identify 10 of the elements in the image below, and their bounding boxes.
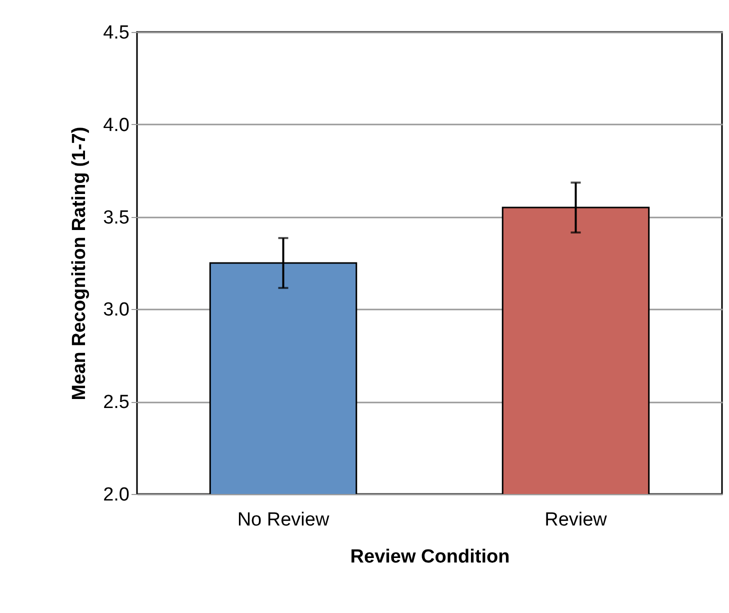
y-tick-label: 3.0 [103, 300, 130, 321]
y-tick-label: 2.5 [103, 392, 130, 414]
x-tick-label: No Review [237, 510, 330, 530]
y-axis-title: Mean Recognition Rating (1-7) [69, 126, 90, 400]
y-tick-label: 2.0 [103, 484, 130, 506]
y-tick-label: 4.5 [103, 22, 130, 44]
y-tick-label: 3.5 [103, 207, 130, 228]
x-tick-label: Review [544, 510, 608, 530]
y-tick-label: 4.0 [103, 114, 130, 136]
x-axis-title: Review Condition [350, 546, 510, 568]
